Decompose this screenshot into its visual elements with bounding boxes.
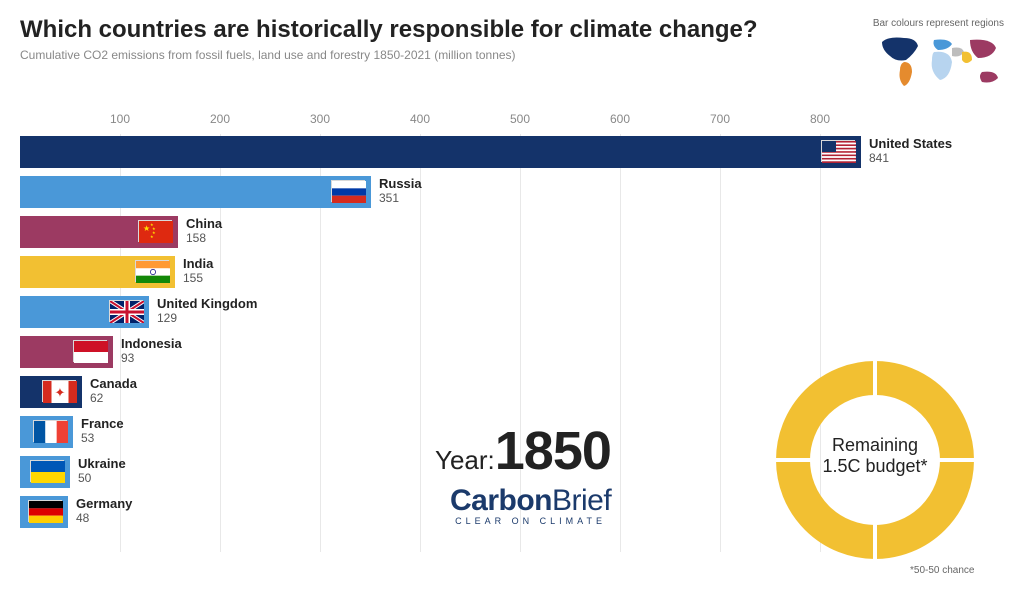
value-label: 158 — [186, 231, 206, 245]
flag-icon: ★★★★★ — [138, 220, 172, 242]
donut-line1: Remaining — [770, 435, 980, 456]
country-label: India — [183, 256, 213, 271]
plot-area: United States841 Russia351 ★★★★★ China158 In… — [20, 134, 870, 552]
bar-row: United Kingdom129 — [20, 294, 870, 330]
brand-word-a: Carbon — [450, 484, 552, 517]
bar — [20, 176, 371, 208]
donut-line2: 1.5C budget* — [770, 456, 980, 477]
year-label: Year: — [435, 445, 495, 475]
svg-text:✦: ✦ — [55, 385, 66, 400]
value-label: 93 — [121, 351, 134, 365]
flag-icon — [73, 340, 107, 362]
bar-row: ★★★★★ China158 — [20, 214, 870, 250]
year-indicator: Year:1850 — [435, 420, 611, 482]
year-value: 1850 — [495, 421, 611, 481]
map-europe — [934, 40, 953, 51]
country-label: United Kingdom — [157, 296, 257, 311]
flag-icon — [135, 260, 169, 282]
donut-footnote: *50-50 chance — [910, 565, 975, 576]
country-label: Canada — [90, 376, 137, 391]
value-label: 48 — [76, 511, 89, 525]
brand-word-b: Brief — [552, 484, 611, 517]
bar-row: United States841 — [20, 134, 870, 170]
country-label: Ukraine — [78, 456, 126, 471]
budget-donut: Remaining 1.5C budget* — [770, 355, 980, 565]
chart-subtitle: Cumulative CO2 emissions from fossil fue… — [20, 48, 516, 62]
map-east-asia — [970, 40, 996, 58]
bar-row: Indonesia93 — [20, 334, 870, 370]
map-south-asia — [962, 52, 972, 63]
bar-row: Russia351 — [20, 174, 870, 210]
tick-label: 700 — [710, 112, 730, 126]
tick-label: 800 — [810, 112, 830, 126]
value-label: 62 — [90, 391, 103, 405]
flag-icon — [30, 460, 64, 482]
country-label: Russia — [379, 176, 422, 191]
tick-label: 500 — [510, 112, 530, 126]
map-south-america — [900, 62, 913, 86]
tick-label: 100 — [110, 112, 130, 126]
flag-icon — [33, 420, 67, 442]
value-label: 155 — [183, 271, 203, 285]
bar-row: ✦ Canada62 — [20, 374, 870, 410]
bar-chart: 100 200 300 400 500 600 700 800 United States84… — [20, 112, 870, 552]
country-label: Germany — [76, 496, 132, 511]
bar-row: Germany48 — [20, 494, 870, 530]
legend-label: Bar colours represent regions — [873, 18, 1004, 29]
country-label: China — [186, 216, 222, 231]
tick-label: 600 — [610, 112, 630, 126]
value-label: 129 — [157, 311, 177, 325]
country-label: Indonesia — [121, 336, 182, 351]
brand-logo: CarbonBrief CLEAR ON CLIMATE — [450, 484, 611, 526]
tick-label: 400 — [410, 112, 430, 126]
map-north-america — [882, 38, 918, 61]
tick-label: 300 — [310, 112, 330, 126]
map-africa — [932, 52, 952, 80]
map-oceania — [980, 72, 998, 83]
flag-icon — [109, 300, 143, 322]
svg-text:★: ★ — [150, 234, 154, 239]
brand-tagline: CLEAR ON CLIMATE — [450, 516, 611, 526]
value-label: 53 — [81, 431, 94, 445]
country-label: France — [81, 416, 124, 431]
bar — [20, 136, 861, 168]
flag-icon: ✦ — [42, 380, 76, 402]
bar-row: India155 — [20, 254, 870, 290]
flag-icon — [331, 180, 365, 202]
value-label: 351 — [379, 191, 399, 205]
legend-world-map — [874, 32, 1004, 90]
country-label: United States — [869, 136, 952, 151]
tick-label: 200 — [210, 112, 230, 126]
value-label: 841 — [869, 151, 889, 165]
flag-icon — [28, 500, 62, 522]
chart-title: Which countries are historically respons… — [20, 16, 758, 44]
value-label: 50 — [78, 471, 91, 485]
flag-icon — [821, 140, 855, 162]
